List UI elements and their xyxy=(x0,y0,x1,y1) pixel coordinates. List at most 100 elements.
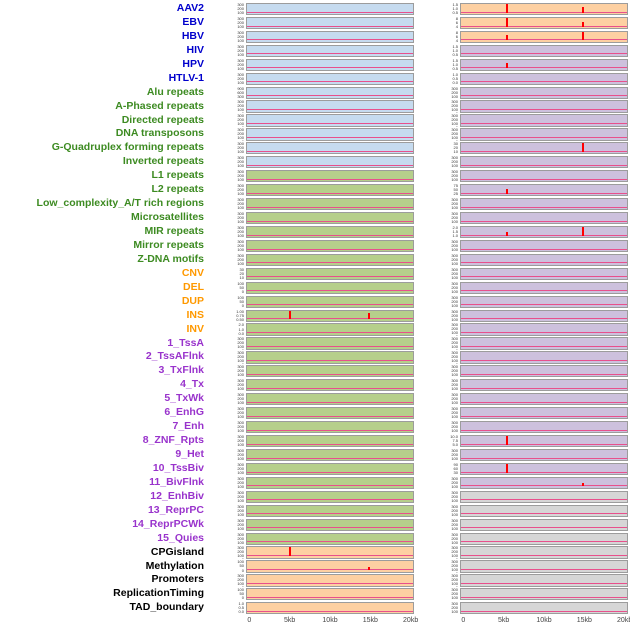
y-tick-label: 100 xyxy=(451,260,458,266)
feature-row: ReplicationTiming1005003002001000 xyxy=(0,587,630,601)
right-plot-panel xyxy=(460,546,628,559)
row-label: 6_EnhG xyxy=(164,406,204,419)
signal-baseline xyxy=(247,123,413,125)
column-gap xyxy=(414,259,422,260)
row-label: 15_Quies xyxy=(157,531,204,544)
y-tick-label: 100 xyxy=(451,330,458,336)
y-tick-label: 200 xyxy=(451,117,458,123)
y-tick-label: 200 xyxy=(237,465,244,471)
y-tick-label: 100 xyxy=(451,344,458,350)
y-tick-label: 200 xyxy=(451,535,458,541)
y-tick-label: 300 xyxy=(451,239,458,244)
signal-baseline xyxy=(247,569,413,571)
row-label: HTLV-1 xyxy=(168,71,204,84)
y-tick-label: 300 xyxy=(237,58,244,63)
y-axis-ticks-right: 10.07.55.02.50.0 xyxy=(422,435,460,447)
y-tick-label: 100 xyxy=(237,414,244,420)
red-peak xyxy=(505,17,508,27)
y-axis-ticks-left: 1.0 0.5 0.0 xyxy=(208,602,246,614)
y-tick-label: 300 xyxy=(237,30,244,35)
column-gap xyxy=(414,106,422,107)
y-tick-label: 200 xyxy=(237,5,244,11)
y-tick-label: 100 xyxy=(237,525,244,531)
right-plot-panel xyxy=(460,156,628,169)
y-tick-label: 0.5 xyxy=(452,65,458,71)
row-label: 10_TssBiv xyxy=(152,461,204,474)
row-label: Alu repeats xyxy=(146,85,204,98)
y-tick-label: 100 xyxy=(451,135,458,141)
feature-row: Low_complexity_A/T rich regions 300 200 100… xyxy=(0,197,630,211)
left-plot-panel xyxy=(246,114,414,127)
right-plot-panel xyxy=(460,100,628,113)
y-tick-label: 100 xyxy=(237,428,244,433)
row-label: TAD_boundary xyxy=(129,601,204,614)
row-label: L2 repeats xyxy=(151,183,204,196)
y-tick-label: 300 xyxy=(237,365,244,370)
y-tick-label: 100 xyxy=(237,9,244,15)
y-tick-label: 200 xyxy=(237,201,244,206)
y-tick-label: 200 xyxy=(451,89,458,95)
signal-baseline xyxy=(247,67,413,69)
right-plot-panel xyxy=(460,253,628,266)
y-tick-label: 300 xyxy=(237,434,244,439)
y-tick-label: 100 xyxy=(237,358,244,364)
y-tick-label: 300 xyxy=(237,170,244,175)
y-tick-label: 0.75 xyxy=(236,312,244,318)
signal-baseline xyxy=(461,429,627,431)
right-plot-panel xyxy=(460,351,628,364)
y-tick-label: 30 xyxy=(453,469,458,475)
y-tick-label: 300 xyxy=(237,574,244,579)
y-tick-label: 0.0 xyxy=(238,330,244,336)
signal-baseline xyxy=(461,206,627,208)
left-plot-panel xyxy=(246,490,414,503)
column-gap xyxy=(414,552,422,553)
y-axis-ticks-left: 9006003000 xyxy=(208,87,246,99)
y-tick-label: 0 xyxy=(241,567,244,573)
x-tick-label: 5kb xyxy=(498,617,510,625)
left-plot-panel xyxy=(246,588,414,601)
left-plot-panel xyxy=(246,16,414,29)
column-gap xyxy=(414,594,422,595)
feature-row: G-Quadruplex forming repeats300200100030… xyxy=(0,141,630,155)
y-tick-label: 300 xyxy=(451,267,458,272)
signal-baseline xyxy=(461,192,627,194)
right-plot-panel xyxy=(460,337,628,350)
signal-baseline xyxy=(247,346,413,348)
right-plot-panel xyxy=(460,30,628,43)
signal-baseline xyxy=(461,220,627,222)
signal-baseline xyxy=(247,192,413,194)
y-tick-label: 100 xyxy=(451,595,458,601)
y-tick-label: 300 xyxy=(237,114,244,119)
y-tick-label: 300 xyxy=(237,184,244,189)
signal-baseline xyxy=(461,304,627,306)
signal-baseline xyxy=(461,457,627,459)
y-tick-label: 100 xyxy=(237,281,244,286)
y-tick-label: 300 xyxy=(237,476,244,481)
y-tick-label: 100 xyxy=(451,288,458,294)
signal-baseline xyxy=(247,276,413,278)
left-plot-panel xyxy=(246,30,414,43)
y-tick-label: 1.0 xyxy=(452,72,458,77)
row-label: INS xyxy=(186,308,204,321)
y-axis-ticks-right: 86420 xyxy=(422,17,460,29)
signal-baseline xyxy=(461,443,627,445)
y-tick-label: 200 xyxy=(237,103,244,109)
left-plot-panel xyxy=(246,560,414,573)
column-gap xyxy=(414,329,422,330)
y-tick-label: 1.5 xyxy=(452,44,458,49)
column-gap xyxy=(414,468,422,469)
